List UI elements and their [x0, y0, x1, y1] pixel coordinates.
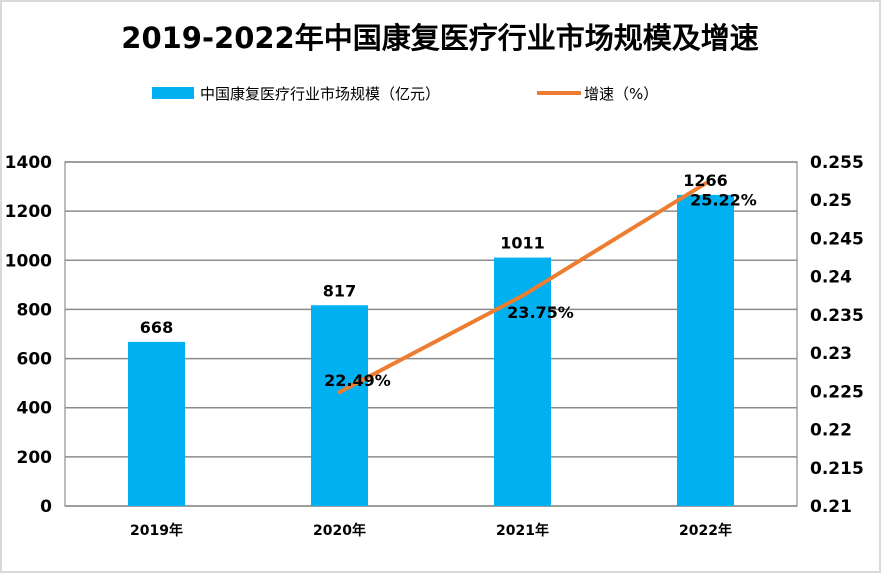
- bar: [494, 257, 551, 506]
- bar-data-label: 1011: [500, 234, 545, 253]
- y-left-tick-label: 1200: [5, 202, 52, 222]
- growth-line: [337, 181, 708, 395]
- y-right-tick-label: 0.215: [810, 459, 864, 479]
- legend-bar-swatch: [152, 87, 194, 99]
- y-right-tick-label: 0.24: [810, 268, 852, 288]
- bar: [311, 305, 368, 506]
- y-left-tick-label: 400: [17, 399, 53, 419]
- y-left-tick-label: 600: [17, 350, 53, 370]
- y-left-tick-label: 0: [40, 497, 52, 517]
- y-right-tick-label: 0.255: [810, 153, 864, 173]
- line-data-label: 25.22%: [690, 190, 757, 209]
- bar: [677, 194, 734, 506]
- bar-data-label: 1266: [683, 171, 728, 190]
- chart-title: 2019-2022年中国康复医疗行业市场规模及增速: [121, 21, 758, 55]
- y-left-tick-label: 800: [17, 300, 53, 320]
- x-tick-label: 2020年: [313, 522, 366, 539]
- y-left-tick-label: 200: [17, 448, 53, 468]
- y-right-tick-label: 0.245: [810, 229, 864, 249]
- y-right-tick-label: 0.225: [810, 382, 864, 402]
- legend-bar-label: 中国康复医疗行业市场规模（亿元）: [200, 85, 440, 103]
- bar-data-label: 668: [140, 318, 173, 337]
- y-right-tick-label: 0.23: [810, 344, 852, 364]
- line-data-label: 22.49%: [324, 371, 391, 390]
- bar: [128, 341, 185, 506]
- legend-line-label: 增速（%）: [584, 85, 658, 103]
- y-left-tick-label: 1000: [5, 251, 52, 271]
- x-tick-label: 2022年: [679, 522, 732, 539]
- legend: 中国康复医疗行业市场规模（亿元） 增速（%）: [152, 85, 658, 103]
- bar-data-label: 817: [323, 281, 356, 300]
- y-left-tick-label: 1400: [5, 153, 52, 173]
- line-data-label: 23.75%: [507, 303, 574, 322]
- legend-line-swatch: [537, 91, 581, 95]
- x-tick-label: 2019年: [130, 522, 183, 539]
- y-right-tick-label: 0.22: [810, 421, 852, 441]
- y-right-tick-label: 0.235: [810, 306, 864, 326]
- y-right-tick-label: 0.25: [810, 191, 852, 211]
- y-right-tick-label: 0.21: [810, 497, 852, 517]
- x-tick-label: 2021年: [496, 522, 549, 539]
